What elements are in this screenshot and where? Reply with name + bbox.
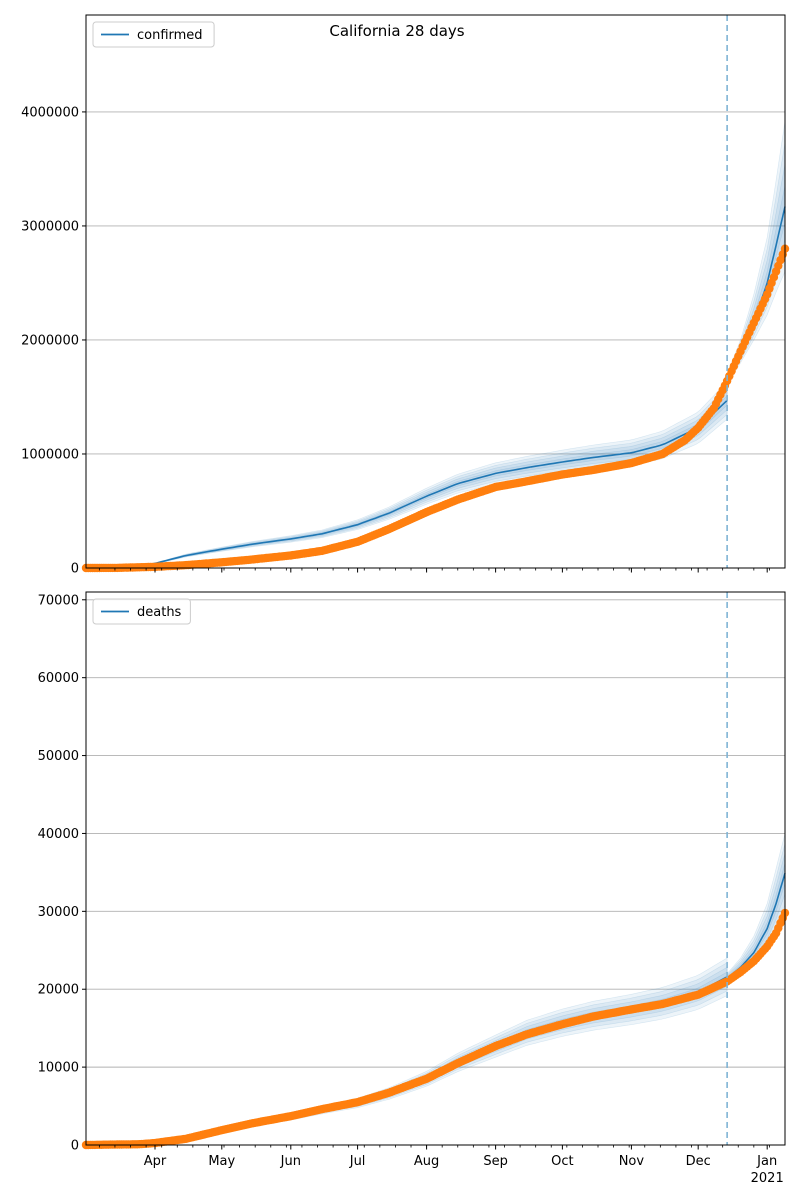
y-tick-label: 10000 bbox=[38, 1061, 79, 1076]
x-tick-label: Aug bbox=[414, 1154, 439, 1169]
x-tick-label: Nov bbox=[619, 1154, 645, 1169]
fit-line bbox=[85, 399, 728, 569]
y-tick-label: 4000000 bbox=[21, 105, 79, 120]
fit-band bbox=[85, 385, 728, 569]
y-tick-label: 60000 bbox=[38, 671, 79, 686]
legend-label: deaths bbox=[137, 605, 182, 620]
y-tick-label: 50000 bbox=[38, 749, 79, 764]
y-tick-label: 0 bbox=[71, 562, 79, 577]
x-tick-label: Jul bbox=[349, 1154, 366, 1169]
x-tick-label: May bbox=[208, 1154, 235, 1169]
y-tick-label: 70000 bbox=[38, 593, 79, 608]
fit-band bbox=[85, 966, 728, 1146]
x-year-label: 2021 bbox=[751, 1171, 784, 1186]
axes-frame bbox=[85, 14, 786, 569]
fit-band bbox=[85, 390, 728, 569]
x-tick-label: Apr bbox=[144, 1154, 167, 1169]
legend: confirmed bbox=[92, 21, 215, 48]
fit-band bbox=[85, 394, 728, 569]
deaths-panel: 0 10000 20000 30000 40000 50000 60000 70000 Apr M… bbox=[38, 591, 790, 1186]
axes-frame bbox=[85, 591, 786, 1146]
fit-band bbox=[85, 380, 728, 569]
fit-band bbox=[85, 957, 728, 1146]
x-tick-label: Jan bbox=[756, 1154, 777, 1169]
y-tick-label: 1000000 bbox=[21, 447, 79, 462]
y-tick-label: 30000 bbox=[38, 905, 79, 920]
y-tick-label: 0 bbox=[71, 1139, 79, 1154]
legend-label: confirmed bbox=[137, 28, 203, 43]
x-tick-label: Dec bbox=[686, 1154, 711, 1169]
x-tick-label: Sep bbox=[483, 1154, 508, 1169]
y-tick-label: 40000 bbox=[38, 827, 79, 842]
fit-band bbox=[85, 962, 728, 1146]
y-tick-label: 2000000 bbox=[21, 333, 79, 348]
legend: deaths bbox=[92, 598, 191, 625]
x-tick-label: Jun bbox=[280, 1154, 301, 1169]
y-tick-label: 3000000 bbox=[21, 219, 79, 234]
confirmed-panel: 0 1000000 2000000 3000000 4000000 confirmed bbox=[21, 14, 790, 577]
x-tick-label: Oct bbox=[551, 1154, 573, 1169]
y-tick-label: 20000 bbox=[38, 983, 79, 998]
legend-box bbox=[92, 21, 215, 48]
chart-title: California 28 days bbox=[329, 22, 464, 40]
legend-box bbox=[92, 598, 191, 625]
